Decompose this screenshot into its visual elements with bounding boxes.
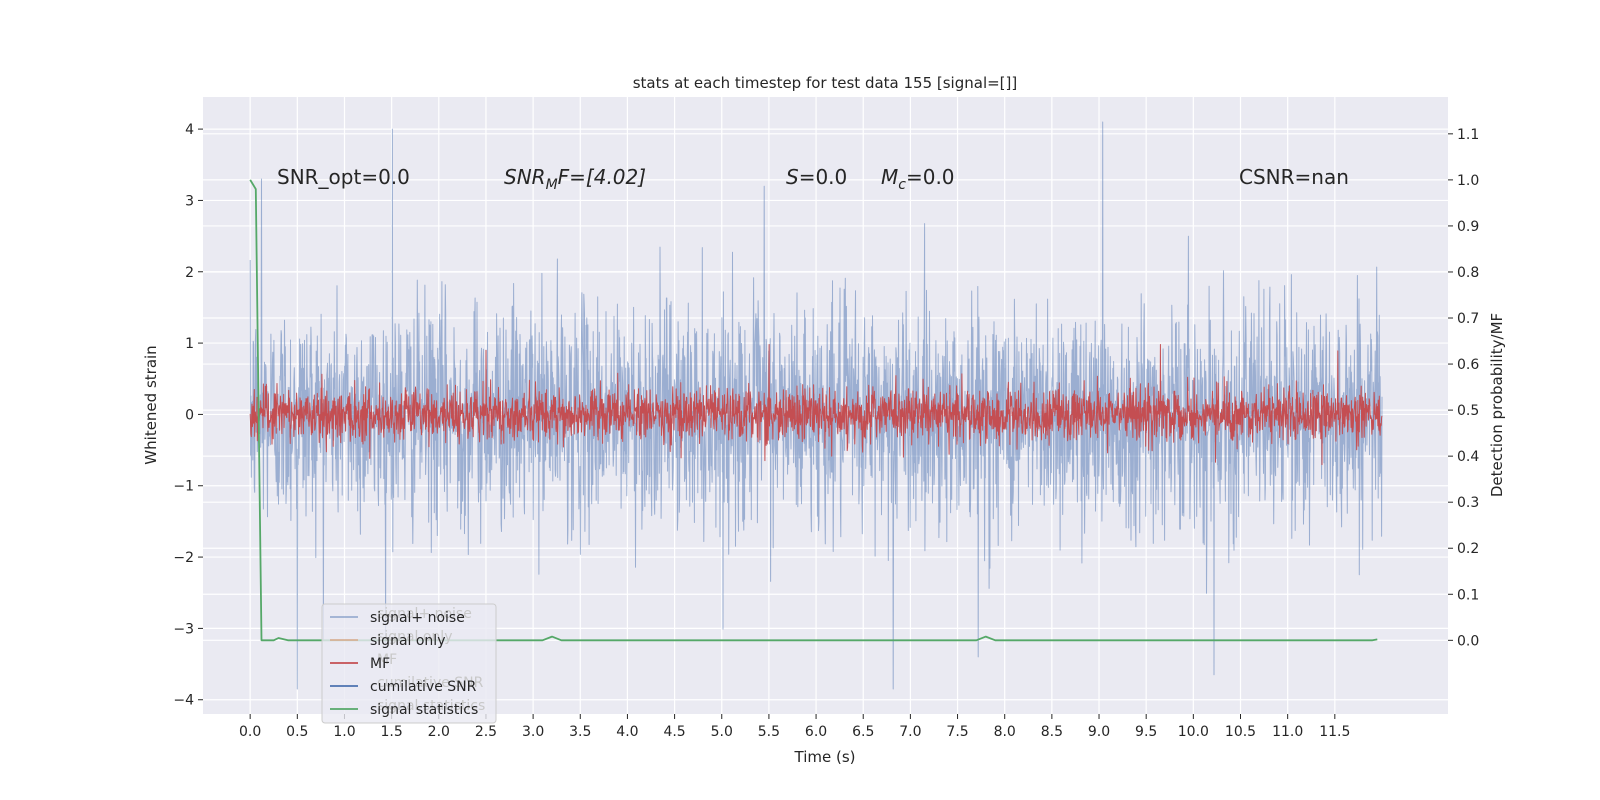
x-tick-label: 10.5 xyxy=(1225,724,1256,740)
legend-entry-cumulative-snr: cumilative SNR xyxy=(330,679,477,695)
annotation-snr-mf: SNRMF=[4.02] xyxy=(504,165,646,193)
y2-tick-label: 0.6 xyxy=(1457,357,1479,373)
y-tick-label: −1 xyxy=(173,479,194,495)
annotation-mc-base: M xyxy=(881,165,898,189)
annotation-snr-mf-sub: M xyxy=(546,177,558,193)
y-tick-label: 4 xyxy=(185,122,194,138)
x-tick-label: 8.0 xyxy=(994,724,1016,740)
y2-tick-label: 0.3 xyxy=(1457,495,1479,511)
y2-tick-label: 0.4 xyxy=(1457,449,1479,465)
y2-tick-label: 0.1 xyxy=(1457,587,1479,603)
x-tick-label: 2.5 xyxy=(475,724,497,740)
annotation-s-base: S xyxy=(786,165,799,189)
legend: signal+ noise signal only MF cumilative … xyxy=(321,603,497,724)
x-axis-label: Time (s) xyxy=(794,748,856,766)
x-tick-label: 9.0 xyxy=(1088,724,1110,740)
x-tick-label: 5.5 xyxy=(758,724,780,740)
annotation-s-rest: =0.0 xyxy=(799,165,848,189)
y-tick-label: 0 xyxy=(185,407,194,423)
legend-label: signal statistics xyxy=(370,702,478,718)
x-tick-label: 7.5 xyxy=(946,724,968,740)
legend-label: signal+ noise xyxy=(370,610,465,626)
x-tick-label: 8.5 xyxy=(1041,724,1063,740)
x-tick-label: 1.5 xyxy=(381,724,403,740)
y2-tick-label: 0.0 xyxy=(1457,633,1479,649)
y-tick-label: −3 xyxy=(173,621,194,637)
x-tick-label: 6.0 xyxy=(805,724,827,740)
legend-entry-signal-noise: signal+ noise xyxy=(330,610,465,626)
x-tick-label: 4.5 xyxy=(663,724,685,740)
x-tick-label: 4.0 xyxy=(616,724,638,740)
x-tick-label: 0.5 xyxy=(286,724,308,740)
legend-frame xyxy=(321,603,497,724)
legend-label: cumilative SNR xyxy=(370,679,477,695)
legend-entry-signal-only: signal only xyxy=(330,633,445,649)
series-layer xyxy=(249,121,1383,690)
x-tick-label: 9.5 xyxy=(1135,724,1157,740)
y-tick-label: 2 xyxy=(185,265,194,281)
legend-label: MF xyxy=(370,656,390,672)
series-line-signal-statistics xyxy=(249,179,1378,642)
annotation-mc-rest: =0.0 xyxy=(906,165,955,189)
x-tick-label: 3.5 xyxy=(569,724,591,740)
x-tick-label: 7.0 xyxy=(899,724,921,740)
annotation-snr-opt: SNR_opt=0.0 xyxy=(277,165,410,189)
legend-ghost-label: cumilative SNR xyxy=(377,675,484,691)
legend-entry-mf: MF xyxy=(330,656,390,672)
y2-tick-label: 0.9 xyxy=(1457,219,1479,235)
y2-tick-label: 1.1 xyxy=(1457,127,1479,143)
legend-ghost-labels: signal+ noise signal only MF cumilative … xyxy=(377,606,485,714)
x-tick-label: 11.5 xyxy=(1319,724,1350,740)
legend-ghost-label: signal statistics xyxy=(377,698,485,714)
y-tick-label: 3 xyxy=(185,193,194,209)
y2-tick-label: 0.8 xyxy=(1457,265,1479,281)
x-tick-label: 10.0 xyxy=(1178,724,1209,740)
annotation-mc: Mc=0.0 xyxy=(881,165,955,193)
y2-axis-label: Detection probability/MF xyxy=(1488,313,1506,497)
y-tick-label: −2 xyxy=(173,550,194,566)
ticks: 0.0 0.5 1.0 1.5 2.0 2.5 3.0 3.5 4.0 4.5 5.0 5.5 6.0 6… xyxy=(173,122,1479,740)
y2-tick-label: 1.0 xyxy=(1457,173,1479,189)
x-tick-label: 5.0 xyxy=(711,724,733,740)
y-tick-label: 1 xyxy=(185,336,194,352)
legend-ghost-label: MF xyxy=(377,652,397,668)
annotation-snr-mf-base: SNR xyxy=(504,165,546,189)
y-tick-label: −4 xyxy=(173,693,194,709)
legend-ghost-label: signal only xyxy=(377,629,452,645)
y-axis-label: Whitened strain xyxy=(142,345,160,464)
y2-tick-label: 0.2 xyxy=(1457,541,1479,557)
chart-title: stats at each timestep for test data 155… xyxy=(633,74,1018,92)
annotation-csnr: CSNR=nan xyxy=(1239,165,1349,189)
x-tick-label: 1.0 xyxy=(333,724,355,740)
y2-tick-label: 0.5 xyxy=(1457,403,1479,419)
series-line-mf xyxy=(249,344,1383,466)
x-tick-label: 0.0 xyxy=(239,724,261,740)
legend-ghost-label: signal+ noise xyxy=(377,606,472,622)
x-tick-label: 2.0 xyxy=(428,724,450,740)
legend-label: signal only xyxy=(370,633,445,649)
annotation-mc-sub: c xyxy=(898,177,906,193)
x-tick-label: 11.0 xyxy=(1272,724,1303,740)
legend-entry-signal-statistics: signal statistics xyxy=(330,702,478,718)
x-tick-label: 6.5 xyxy=(852,724,874,740)
annotation-s: S=0.0 xyxy=(786,165,847,189)
x-tick-label: 3.0 xyxy=(522,724,544,740)
y2-tick-label: 0.7 xyxy=(1457,311,1479,327)
annotations: SNR_opt=0.0 SNRMF=[4.02] S=0.0 Mc=0.0 CS… xyxy=(277,165,1349,193)
annotation-snr-mf-rest: F=[4.02] xyxy=(558,165,646,189)
